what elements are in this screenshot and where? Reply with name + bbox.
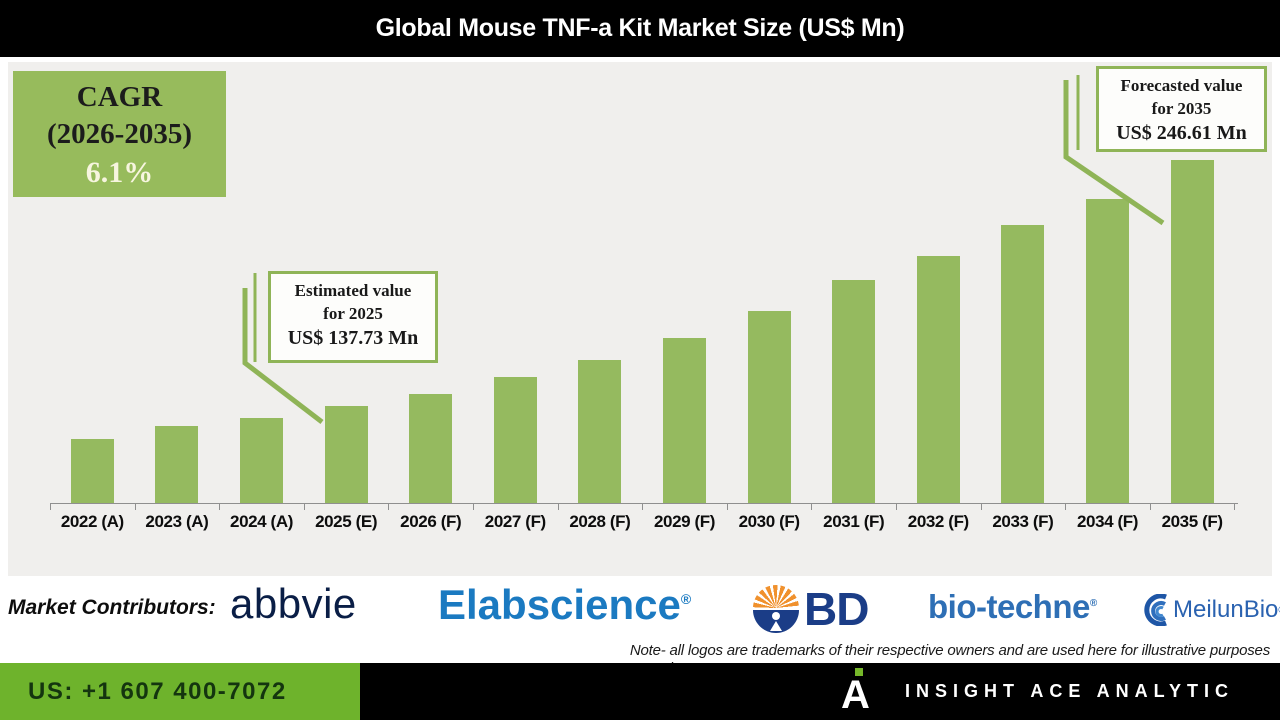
chart-bar (1001, 225, 1045, 503)
chart-bar (70, 439, 114, 503)
chart-area: CAGR (2026-2035) 6.1% 2022 (A) 2023 (A) 20… (8, 62, 1272, 576)
axis-tick (980, 504, 982, 510)
title-bar: Global Mouse TNF-a Kit Market Size (US$ … (0, 0, 1280, 57)
x-axis-label: 2027 (F) (484, 512, 546, 531)
meilunbio-wave-icon (1144, 594, 1167, 626)
x-axis-label: 2030 (F) (738, 512, 800, 531)
registered-mark: ® (680, 591, 692, 607)
x-axis-label: 2028 (F) (569, 512, 631, 531)
axis-tick (1149, 504, 1151, 510)
abbvie-logo: abbvie (230, 580, 357, 628)
axis-tick (473, 504, 474, 510)
axis-tick (303, 504, 305, 510)
axis-tick (726, 504, 728, 510)
x-axis-label: 2032 (F) (907, 512, 969, 531)
cagr-label: CAGR (76, 81, 163, 113)
chart-title: Global Mouse TNF-a Kit Market Size (US$ … (375, 14, 905, 42)
callout-text: Forecasted value (1120, 76, 1243, 95)
axis-tick (642, 504, 644, 510)
axis-tick (557, 504, 559, 510)
footer-bar: US: +1 607 400-7072 A INSIGHT ACE ANALYT… (0, 663, 1280, 720)
axis-tick (388, 504, 390, 510)
bd-logo: BD (752, 582, 869, 636)
abbvie-wordmark: abbvie (230, 580, 357, 627)
registered-mark: ® (1278, 605, 1280, 616)
registered-mark: ® (1089, 598, 1097, 609)
chart-bar (240, 418, 283, 503)
x-axis-label: 2033 (F) (992, 512, 1054, 531)
elabscience-logo: Elabscience® (438, 581, 691, 629)
brand-name: INSIGHT ACE ANALYTIC (904, 681, 1234, 701)
meilunbio-logo: MeilunBio® (1136, 594, 1280, 626)
trademark-note-continued: only. (653, 660, 684, 663)
x-axis-label: 2031 (F) (823, 512, 885, 531)
chart-bar (916, 256, 960, 503)
logo-letter: A (840, 672, 870, 717)
cagr-badge: CAGR (2026-2035) 6.1% (13, 71, 226, 197)
axis-tick (1065, 504, 1067, 510)
axis-tick (896, 504, 897, 510)
logo-green-dot (854, 667, 863, 676)
callout-text: Estimated value (294, 281, 412, 300)
forecasted-value-callout: Forecasted value for 2035 US$ 246.61 Mn (1096, 66, 1267, 152)
chart-bar (409, 394, 453, 503)
axis-tick (134, 504, 136, 510)
x-axis-label: 2029 (F) (653, 512, 716, 531)
chart-bar (155, 426, 199, 503)
phone-number: US: +1 607 400-7072 (28, 677, 287, 705)
cagr-value: 6.1% (85, 156, 154, 189)
axis-tick (811, 504, 813, 510)
biotechne-wordmark: bio-techne (928, 588, 1090, 625)
x-axis-label: 2024 (A) (230, 512, 293, 531)
callout-text: for 2035 (1151, 99, 1212, 118)
chart-bar (747, 311, 791, 503)
market-contributors-label: Market Contributors: (8, 596, 216, 619)
estimated-value-callout: Estimated value for 2025 US$ 137.73 Mn (268, 271, 438, 363)
biotechne-logo: bio-techne® (928, 588, 1097, 626)
chart-bar (493, 377, 537, 503)
x-axis-line (50, 503, 1238, 504)
cagr-period: (2026-2035) (47, 118, 192, 150)
callout-value: US$ 137.73 Mn (287, 327, 419, 349)
insight-ace-logo-icon: A (840, 667, 875, 717)
x-axis-label: 2023 (A) (145, 512, 209, 531)
contact-phone-box: US: +1 607 400-7072 (0, 663, 360, 720)
chart-bar (1170, 160, 1214, 503)
x-axis-label: 2034 (F) (1076, 512, 1139, 531)
axis-tick (50, 504, 51, 510)
chart-bar (663, 338, 706, 503)
x-axis-label: 2026 (F) (400, 512, 462, 531)
elabscience-wordmark: Elabscience (438, 581, 681, 628)
trademark-note: Note- all logos are trademarks of their … (629, 642, 1270, 659)
market-contributors-strip: Market Contributors: abbvie Elabscience®… (0, 576, 1280, 663)
bd-wordmark: BD (804, 583, 869, 635)
x-axis-label: 2022 (A) (60, 512, 124, 531)
bd-sunburst-icon (752, 584, 800, 634)
axis-tick (1234, 504, 1236, 510)
meilunbio-wordmark: MeilunBio (1173, 596, 1279, 623)
callout-value: US$ 246.61 Mn (1116, 122, 1247, 144)
x-axis-label: 2025 (E) (315, 512, 378, 531)
chart-bar (578, 360, 622, 503)
brand-block: A INSIGHT ACE ANALYTIC (841, 663, 1234, 720)
chart-bar (324, 406, 368, 503)
axis-tick (219, 504, 221, 510)
callout-text: for 2025 (323, 304, 383, 323)
chart-bar (1086, 199, 1129, 503)
chart-bar (832, 280, 876, 503)
x-axis-label: 2035 (F) (1161, 512, 1223, 531)
